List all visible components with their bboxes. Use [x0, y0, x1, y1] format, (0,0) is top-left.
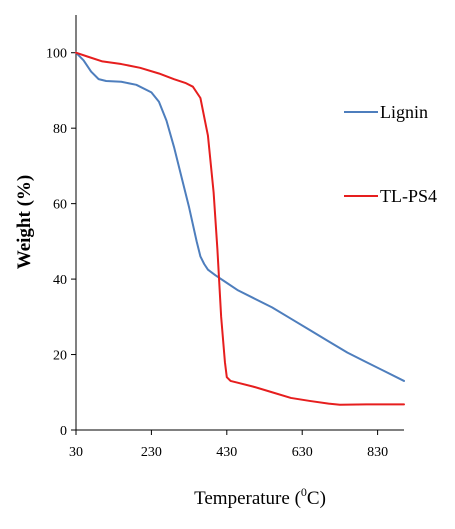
- x-tick-label: 430: [216, 445, 237, 460]
- series-line-tl-ps4: [75, 51, 405, 406]
- axis-labels: Weight (%) Temperature (0C): [14, 175, 326, 509]
- y-tick-label: 80: [53, 122, 67, 137]
- x-axis-label: Temperature (0C): [194, 485, 326, 509]
- y-tick-label: 60: [53, 198, 67, 213]
- y-tick-label: 0: [60, 424, 67, 439]
- x-tick-label: 230: [141, 445, 162, 460]
- legend: Lignin TL-PS4: [344, 102, 437, 206]
- legend-label-lignin: Lignin: [380, 102, 428, 122]
- x-tick-label: 30: [69, 445, 83, 460]
- y-tick-label: 20: [53, 349, 67, 364]
- y-tick-label: 40: [53, 273, 67, 288]
- y-axis-label: Weight (%): [14, 175, 35, 269]
- x-tick-label: 630: [292, 445, 313, 460]
- series-layer: [75, 51, 405, 406]
- y-tick-label: 100: [46, 47, 67, 62]
- legend-label-tl-ps4: TL-PS4: [380, 186, 437, 206]
- x-tick-label: 830: [367, 445, 388, 460]
- axes-layer: 0 20 40 60 80 100 30 230 430 630 830: [46, 15, 404, 460]
- series-line-lignin: [75, 51, 405, 382]
